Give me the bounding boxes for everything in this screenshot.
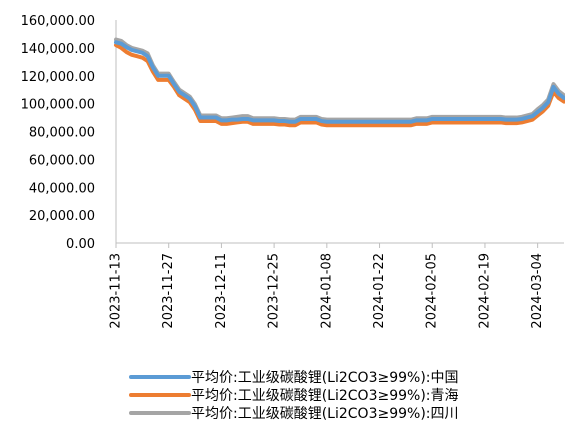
series-line-1 [114,40,565,124]
y-tick-label: 40,000.00 [29,181,95,196]
y-tick-label: 160,000.00 [21,14,95,29]
y-tick-label: 120,000.00 [21,70,95,85]
x-tick-label: 2024-01-22 [372,253,387,329]
y-tick-label: 20,000.00 [29,209,95,224]
x-tick-label: 2024-01-08 [319,253,334,329]
x-tick-label: 2024-03-04 [530,253,545,329]
x-tick-label: 2023-11-27 [161,253,176,329]
x-tick-label: 2023-12-25 [267,253,282,329]
legend-label: 平均价:工业级碳酸锂(Li2CO3≥99%):中国 [191,370,459,386]
x-tick-label: 2024-02-19 [477,253,492,329]
series-line-2 [114,43,565,128]
x-tick-label: 2023-11-13 [109,253,124,329]
y-tick-label: 80,000.00 [29,126,95,141]
x-axis: 2023-11-13 2023-11-27 2023-12-11 2023-12-25… [109,242,564,329]
y-tick-label: 100,000.00 [21,98,95,113]
x-tick-label: 2023-12-11 [214,253,229,329]
y-tick-label: 0.00 [66,237,95,252]
legend-label: 平均价:工业级碳酸锂(Li2CO3≥99%):青海 [191,388,459,404]
y-tick-label: 140,000.00 [21,42,95,57]
legend: 平均价:工业级碳酸锂(Li2CO3≥99%):中国平均价:工业级碳酸锂(Li2C… [129,370,459,422]
series-line-3 [114,37,565,122]
y-axis: 0.00 20,000.00 40,000.00 60,000.00 80,000.00… [21,14,117,252]
x-tick-label: 2024-02-05 [425,253,440,329]
y-tick-label: 60,000.00 [29,153,95,168]
series-lines [114,37,565,128]
legend-label: 平均价:工业级碳酸锂(Li2CO3≥99%):四川 [191,406,459,422]
